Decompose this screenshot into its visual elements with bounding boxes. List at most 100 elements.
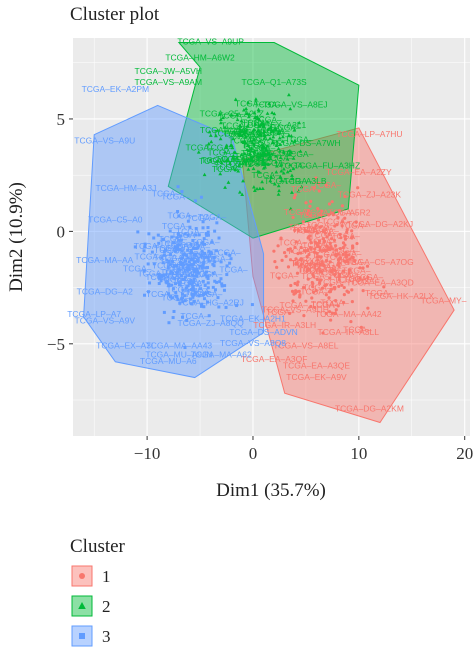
- cluster-2-point-label: TCGA–IR–A3LB: [264, 176, 327, 186]
- cluster-3-point: [174, 294, 178, 298]
- cluster-3-overplot-label: TCGA–: [177, 262, 206, 272]
- cluster-2-overplot-label: TCGA–: [244, 153, 273, 163]
- cluster-3-overplot-label: TCGA–: [186, 213, 215, 223]
- cluster-1-point: [308, 214, 312, 218]
- cluster-3-point-label: TCGA–VS–A8Q8: [220, 338, 286, 348]
- cluster-1-point: [308, 204, 312, 208]
- cluster-3-point: [188, 280, 192, 284]
- cluster-2-point: [218, 120, 223, 125]
- x-axis-title: Dim1 (35.7%): [216, 480, 326, 501]
- cluster-1-point: [358, 266, 362, 270]
- cluster-3-point: [215, 280, 219, 284]
- cluster-2-point: [246, 100, 251, 105]
- cluster-3-overplot-label: TCGA–: [152, 260, 181, 270]
- cluster-1-point: [307, 253, 311, 257]
- cluster-1-overplot-label: TCGA–: [343, 325, 372, 335]
- cluster-1-point: [292, 292, 296, 296]
- cluster-3-point: [167, 282, 171, 286]
- cluster-1-point: [331, 213, 335, 217]
- cluster-1-point: [306, 236, 310, 240]
- cluster-1-point: [321, 331, 325, 335]
- cluster-2-point: [215, 128, 220, 132]
- cluster-3-point: [171, 271, 175, 275]
- cluster-2-overplot-label: TCGA–: [200, 125, 229, 135]
- cluster-3-point: [206, 286, 210, 290]
- cluster-2-point: [291, 156, 296, 160]
- cluster-1-point: [324, 293, 328, 297]
- cluster-2-overplot-label: TCGA–: [222, 154, 251, 164]
- cluster-3-point: [179, 274, 183, 278]
- cluster-1-point: [311, 281, 315, 286]
- legend-title: Cluster: [70, 536, 126, 557]
- cluster-1-overplot-label: TCGA–: [313, 262, 342, 272]
- cluster-3-point: [188, 282, 192, 286]
- cluster-3-point: [193, 199, 197, 203]
- cluster-1-point: [325, 235, 329, 239]
- cluster-1-point: [286, 265, 291, 269]
- cluster-3-point: [203, 273, 207, 277]
- cluster-3-point: [189, 249, 193, 253]
- cluster-3-point: [170, 235, 174, 239]
- cluster-3-overplot-label: TCGA–: [175, 276, 204, 286]
- cluster-1-point: [344, 253, 349, 257]
- cluster-3-point: [213, 288, 217, 292]
- cluster-1-overplot-label: TCGA–: [340, 221, 369, 231]
- cluster-1-point: [346, 260, 350, 264]
- cluster-1-overplot-label: TCGA–: [339, 257, 368, 267]
- cluster-1-point: [340, 283, 344, 287]
- cluster-3-overplot-label: TCGA–: [191, 237, 220, 247]
- cluster-3-point: [166, 266, 170, 270]
- cluster-1-overplot-label: TCGA–: [284, 207, 313, 217]
- cluster-1-overplot-label: TCGA–: [355, 272, 384, 282]
- cluster-2-point: [277, 136, 282, 140]
- cluster-3-point: [160, 274, 164, 278]
- cluster-2-point: [260, 144, 265, 148]
- cluster-3-point: [193, 274, 197, 278]
- cluster-1-point: [318, 225, 322, 229]
- cluster-3-point: [162, 253, 166, 257]
- cluster-3-point: [213, 260, 217, 264]
- cluster-3-overplot-label: TCGA–: [154, 243, 183, 253]
- cluster-2-point: [256, 154, 261, 158]
- cluster-1-point-label: TCGA–DG–A2KJ: [347, 219, 413, 229]
- cluster-2-point: [287, 133, 291, 137]
- cluster-1-overplot-label: TCGA–: [295, 226, 324, 236]
- cluster-1-point: [354, 220, 358, 224]
- cluster-2-point: [267, 101, 272, 105]
- cluster-3-point: [177, 281, 181, 285]
- cluster-3-point: [206, 290, 210, 294]
- cluster-3-point: [202, 237, 206, 241]
- cluster-1-point: [333, 311, 337, 316]
- cluster-1-point: [341, 252, 345, 256]
- cluster-2-point: [252, 188, 257, 192]
- cluster-2-overplot-label: TCGA–: [251, 170, 280, 180]
- cluster-1-overplot-label: TCGA–: [301, 271, 330, 281]
- cluster-2-overplot-label: TCGA–: [255, 126, 284, 136]
- cluster-2-point: [268, 156, 273, 161]
- cluster-2-point: [263, 161, 267, 166]
- cluster-3-point: [206, 265, 210, 269]
- cluster-3-point: [224, 305, 228, 309]
- cluster-3-point: [143, 293, 147, 297]
- cluster-points: [133, 92, 386, 350]
- cluster-3-point-label: TCGA–HM–A3J: [95, 183, 156, 193]
- cluster-2-point: [208, 158, 213, 162]
- cluster-2-point-label: TCGA–C5–A2LZ: [200, 109, 264, 119]
- cluster-1-overplot-label: TCGA–: [304, 266, 333, 276]
- cluster-1-overplot-label: TCGA–: [291, 258, 320, 268]
- cluster-1-point: [320, 260, 324, 264]
- cluster-2-point: [276, 183, 281, 188]
- cluster-1-point: [298, 295, 302, 299]
- cluster-3-point: [173, 245, 177, 249]
- cluster-3-point: [192, 299, 196, 303]
- cluster-2-point: [246, 114, 251, 119]
- cluster-2-overplot-label: TCGA–: [261, 126, 290, 136]
- cluster-1-point: [344, 250, 348, 254]
- cluster-2-point: [223, 150, 227, 154]
- cluster-1-overplot-label: TCGA–: [270, 271, 299, 281]
- cluster-2-point: [240, 129, 245, 133]
- cluster-2-point: [224, 143, 229, 147]
- cluster-2-overplot-label: TCGA–: [285, 135, 314, 145]
- cluster-3-overplot-label: TCGA–: [179, 278, 208, 288]
- cluster-2-point: [252, 110, 257, 115]
